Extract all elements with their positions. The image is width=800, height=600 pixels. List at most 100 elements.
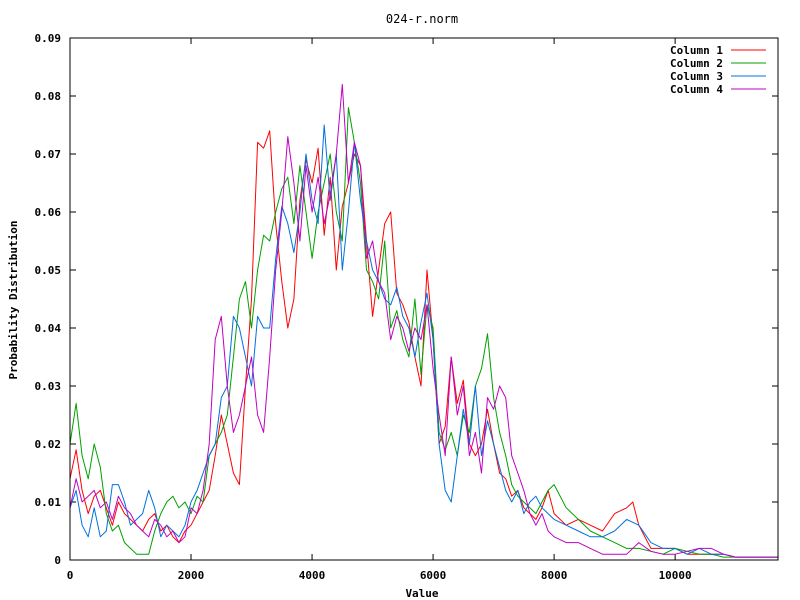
y-tick-label: 0.03: [35, 380, 62, 393]
data-point: [336, 270, 337, 271]
data-point: [650, 548, 651, 549]
data-point: [154, 531, 155, 532]
data-point: [136, 554, 137, 555]
data-point: [197, 496, 198, 497]
data-point: [481, 473, 482, 474]
data-point: [185, 536, 186, 537]
data-point: [493, 444, 494, 445]
data-point: [366, 258, 367, 259]
data-point: [372, 281, 373, 282]
axis-ticks: 0 0.01 0.02 0.03 0.04 0.05 0.06 0.07 0.08 0.09 0 20…: [35, 32, 778, 582]
legend-label-column-2: Column 2: [670, 57, 723, 70]
data-point: [390, 212, 391, 213]
data-point: [433, 368, 434, 369]
data-point: [578, 542, 579, 543]
data-point: [82, 525, 83, 526]
data-point: [493, 397, 494, 398]
data-point: [203, 473, 204, 474]
data-point: [457, 403, 458, 404]
data-point: [699, 554, 700, 555]
data-point: [505, 478, 506, 479]
data-point: [227, 386, 228, 387]
data-point: [118, 496, 119, 497]
data-point: [100, 490, 101, 491]
data-point: [517, 473, 518, 474]
data-point: [191, 513, 192, 514]
data-point: [287, 223, 288, 224]
data-point: [614, 531, 615, 532]
data-point: [209, 490, 210, 491]
data-point: [148, 519, 149, 520]
data-point: [614, 542, 615, 543]
data-point: [312, 183, 313, 184]
data-point: [408, 322, 409, 323]
data-point: [306, 212, 307, 213]
data-point: [185, 525, 186, 526]
data-point: [312, 258, 313, 259]
data-point: [239, 484, 240, 485]
y-tick-label: 0.04: [35, 322, 62, 335]
data-point: [638, 525, 639, 526]
data-point: [711, 548, 712, 549]
y-tick-label: 0.09: [35, 32, 62, 45]
data-point: [112, 525, 113, 526]
data-point: [130, 525, 131, 526]
data-point: [408, 328, 409, 329]
data-point: [324, 183, 325, 184]
data-point: [263, 235, 264, 236]
data-point: [257, 316, 258, 317]
data-point: [481, 368, 482, 369]
data-point: [293, 223, 294, 224]
data-point: [318, 177, 319, 178]
data-point: [227, 415, 228, 416]
data-point: [511, 455, 512, 456]
data-point: [663, 548, 664, 549]
data-point: [245, 357, 246, 358]
data-point: [330, 194, 331, 195]
data-point: [590, 531, 591, 532]
data-point: [675, 554, 676, 555]
data-point: [257, 270, 258, 271]
data-point: [263, 328, 264, 329]
data-point: [548, 513, 549, 514]
data-point: [154, 513, 155, 514]
data-point: [487, 409, 488, 410]
data-point: [535, 513, 536, 514]
data-point: [663, 554, 664, 555]
data-point: [112, 519, 113, 520]
data-point: [251, 299, 252, 300]
data-point: [324, 125, 325, 126]
data-point: [687, 554, 688, 555]
data-point: [263, 432, 264, 433]
data-point: [414, 357, 415, 358]
data-point: [197, 490, 198, 491]
data-point: [566, 542, 567, 543]
data-point: [523, 490, 524, 491]
data-point: [100, 507, 101, 508]
data-point: [451, 502, 452, 503]
data-point: [124, 542, 125, 543]
data-point: [360, 200, 361, 201]
legend-label-column-1: Column 1: [670, 44, 723, 57]
data-point: [439, 444, 440, 445]
data-point: [487, 333, 488, 334]
data-point: [421, 339, 422, 340]
data-point: [88, 478, 89, 479]
series-line-column-2: [69, 107, 778, 558]
data-point: [118, 484, 119, 485]
data-point: [233, 316, 234, 317]
data-point: [185, 502, 186, 503]
data-point: [191, 507, 192, 508]
data-point: [257, 415, 258, 416]
data-point: [505, 455, 506, 456]
data-point: [578, 531, 579, 532]
data-point: [215, 339, 216, 340]
data-point: [130, 548, 131, 549]
series-lines: [69, 83, 778, 558]
data-point: [354, 154, 355, 155]
data-point: [233, 357, 234, 358]
data-point: [354, 142, 355, 143]
data-point: [124, 502, 125, 503]
data-point: [614, 554, 615, 555]
